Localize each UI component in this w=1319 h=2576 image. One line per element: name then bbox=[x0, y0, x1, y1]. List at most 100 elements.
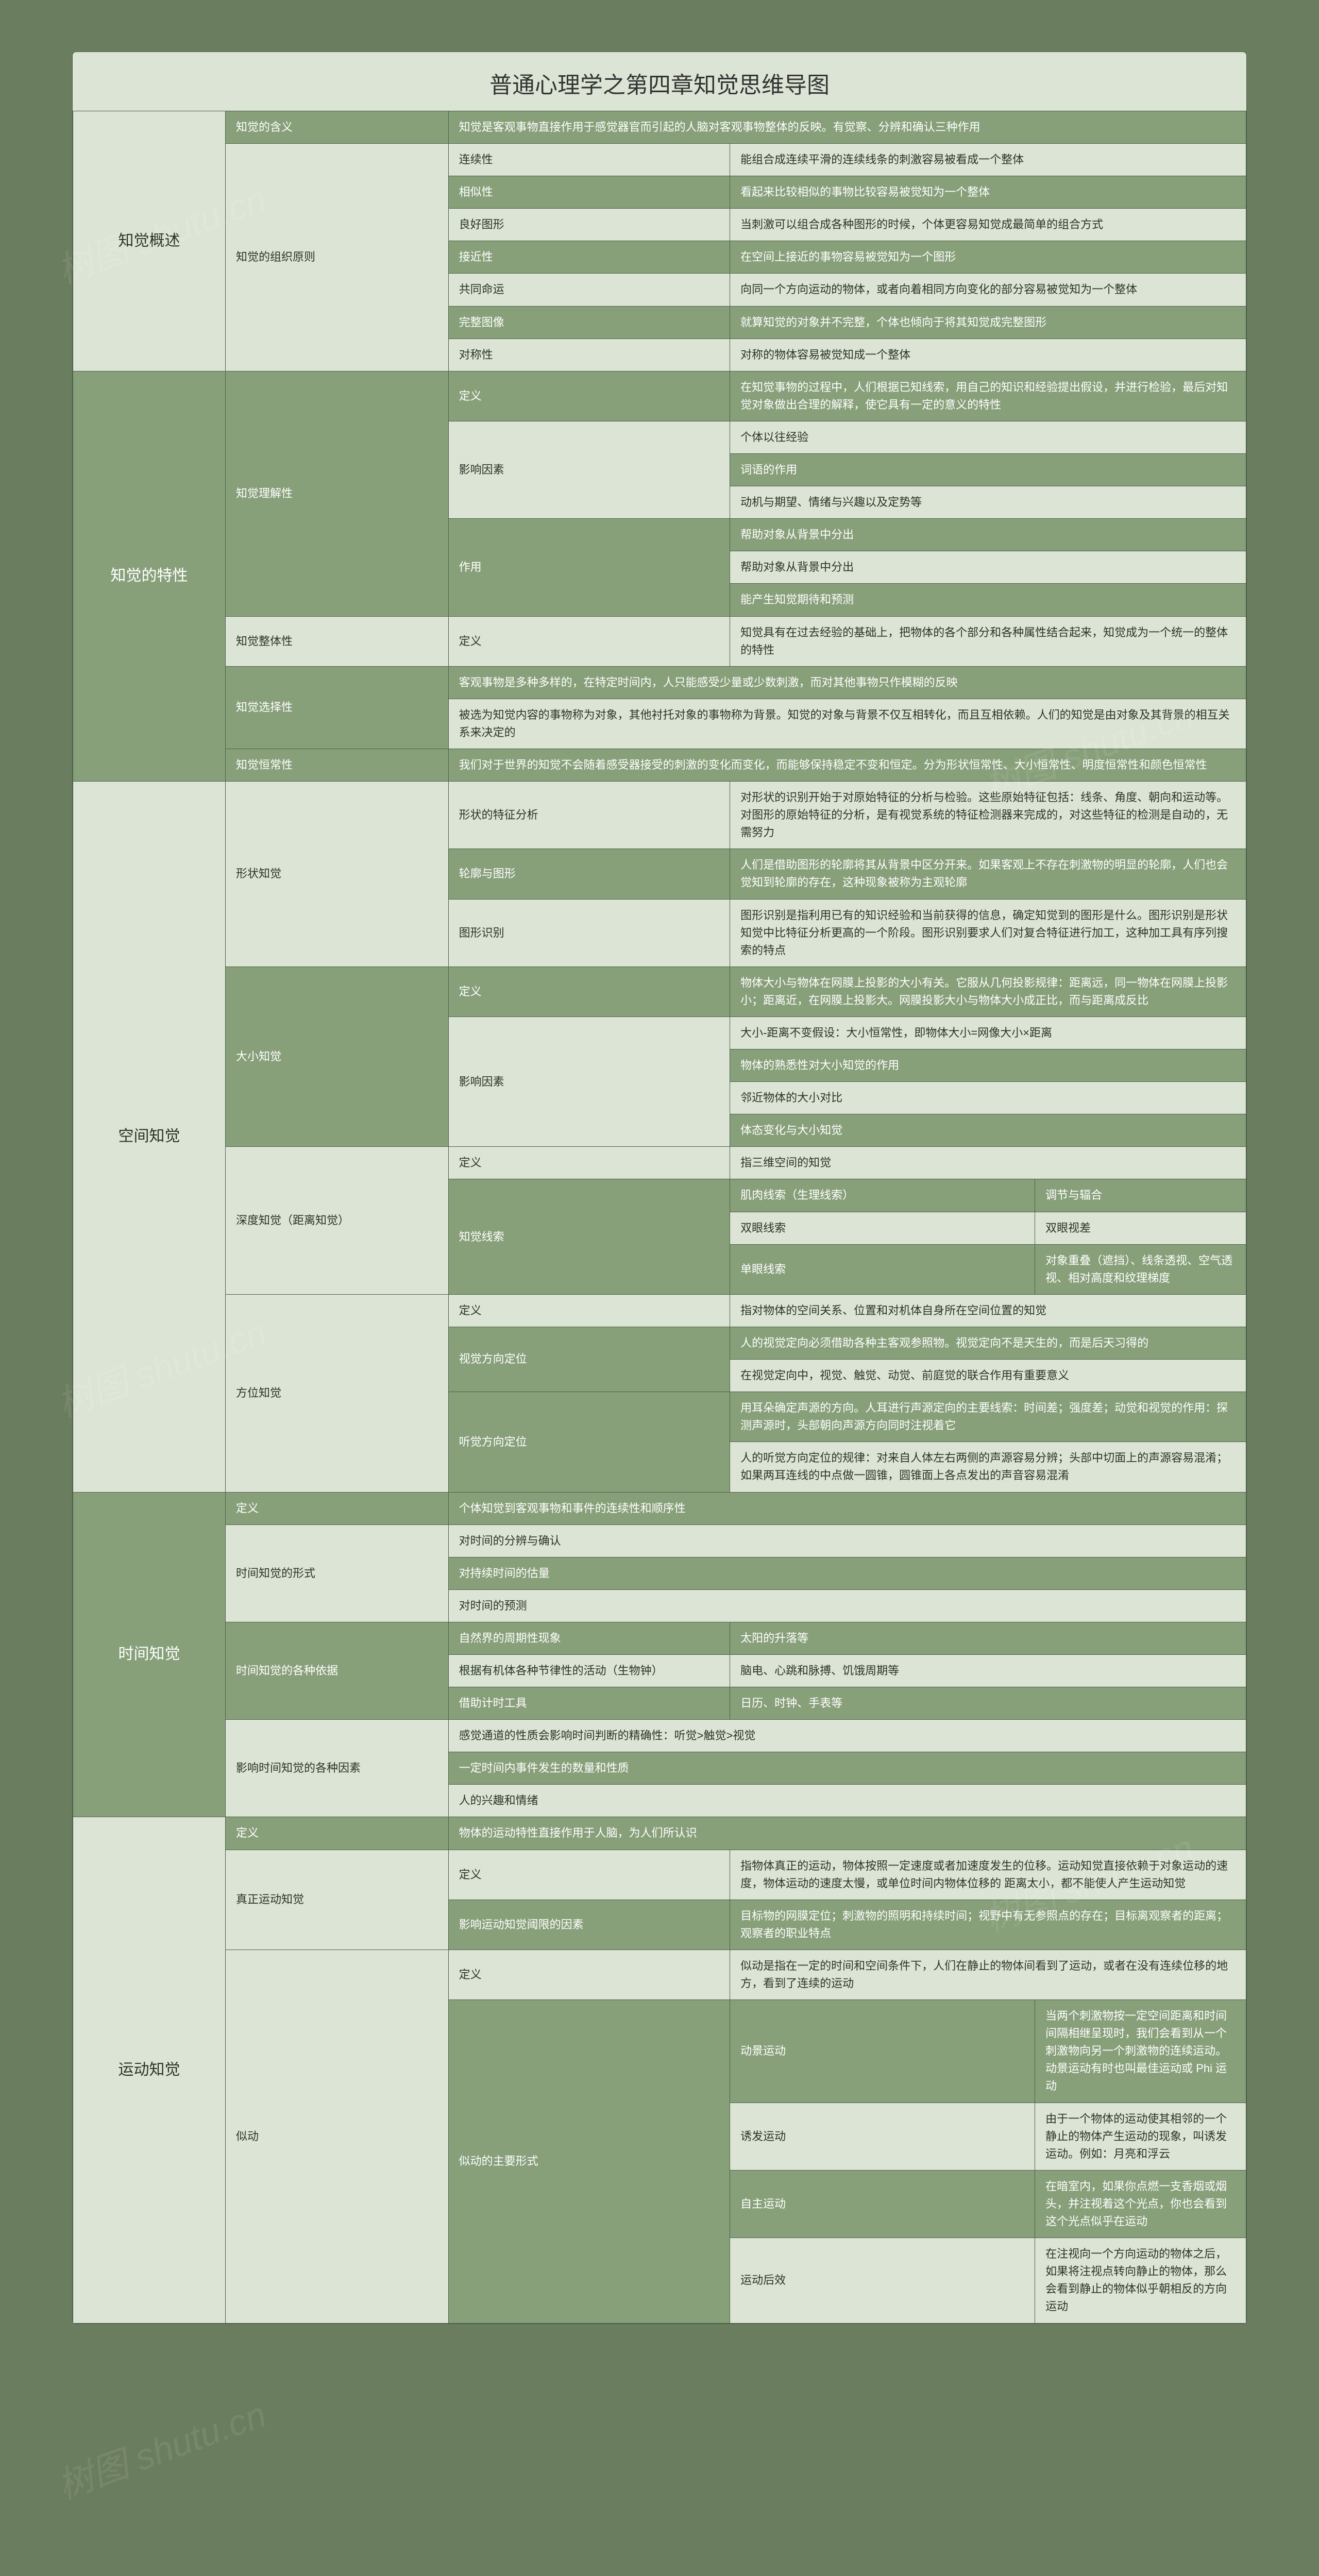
c: 看起来比较相似的事物比较容易被觉知为一个整体 bbox=[730, 176, 1246, 209]
c: 对称性 bbox=[448, 338, 730, 371]
c: 定义 bbox=[448, 1850, 730, 1900]
c: 深度知觉（距离知觉） bbox=[226, 1147, 449, 1294]
c: 知觉理解性 bbox=[226, 371, 449, 616]
c: 诱发运动 bbox=[730, 2103, 1035, 2170]
c: 定义 bbox=[448, 967, 730, 1016]
c: 感觉通道的性质会影响时间判断的精确性：听觉>触觉>视觉 bbox=[448, 1720, 1246, 1752]
c: 当刺激可以组合成各种图形的时候，个体更容易知觉成最简单的组合方式 bbox=[730, 209, 1246, 241]
s1-name: 知觉概述 bbox=[73, 111, 226, 371]
c: 单眼线索 bbox=[730, 1244, 1035, 1294]
watermark: 树图 shutu.cn bbox=[49, 2386, 273, 2510]
c: 对称的物体容易被觉知成一个整体 bbox=[730, 338, 1246, 371]
c: 个体以往经验 bbox=[730, 421, 1246, 453]
c: 物体大小与物体在网膜上投影的大小有关。它服从几何投影规律：距离远，同一物体在网膜… bbox=[730, 967, 1246, 1016]
mindmap-table: 知觉概述 知觉的含义 知觉是客观事物直接作用于感觉器官而引起的人脑对客观事物整体… bbox=[73, 111, 1246, 2324]
c: 人的兴趣和情绪 bbox=[448, 1785, 1246, 1817]
c: 物体的熟悉性对大小知觉的作用 bbox=[730, 1049, 1246, 1082]
c: 双眼线索 bbox=[730, 1212, 1035, 1244]
c: 指对物体的空间关系、位置和对机体自身所在空间位置的知觉 bbox=[730, 1294, 1246, 1327]
c: 日历、时钟、手表等 bbox=[730, 1687, 1246, 1720]
c: 定义 bbox=[448, 1147, 730, 1179]
c: 定义 bbox=[226, 1492, 449, 1524]
c: 真正运动知觉 bbox=[226, 1850, 449, 1950]
c: 帮助对象从背景中分出 bbox=[730, 551, 1246, 584]
c: 知觉的组织原则 bbox=[226, 144, 449, 371]
s4-name: 时间知觉 bbox=[73, 1492, 226, 1817]
c: 动机与期望、情绪与兴趣以及定势等 bbox=[730, 486, 1246, 519]
c: 借助计时工具 bbox=[448, 1687, 730, 1720]
c: 一定时间内事件发生的数量和性质 bbox=[448, 1752, 1246, 1785]
c: 物体的运动特性直接作用于人脑，为人们所认识 bbox=[448, 1817, 1246, 1850]
c: 形状的特征分析 bbox=[448, 782, 730, 849]
c: 自然界的周期性现象 bbox=[448, 1622, 730, 1654]
c: 知觉整体性 bbox=[226, 616, 449, 666]
c: 词语的作用 bbox=[730, 454, 1246, 486]
c: 目标物的网膜定位；刺激物的照明和持续时间；视野中有无参照点的存在；目标离观察者的… bbox=[730, 1900, 1246, 1950]
c: 图形识别是指利用已有的知识经验和当前获得的信息，确定知觉到的图形是什么。图形识别… bbox=[730, 899, 1246, 967]
c: 知觉的含义 bbox=[226, 111, 449, 144]
c: 在注视向一个方向运动的物体之后，如果将注视点转向静止的物体，那么会看到静止的物体… bbox=[1035, 2238, 1246, 2323]
c: 指物体真正的运动，物体按照一定速度或者加速度发生的位移。运动知觉直接依赖于对象运… bbox=[730, 1850, 1246, 1900]
c: 定义 bbox=[448, 1950, 730, 1999]
c: 运动后效 bbox=[730, 2238, 1035, 2323]
c: 能组合成连续平滑的连续线条的刺激容易被看成一个整体 bbox=[730, 144, 1246, 176]
c: 在空间上接近的事物容易被觉知为一个图形 bbox=[730, 241, 1246, 274]
c: 对象重叠（遮挡）、线条透视、空气透视、相对高度和纹理梯度 bbox=[1035, 1244, 1246, 1294]
c: 连续性 bbox=[448, 144, 730, 176]
c: 影响时间知觉的各种因素 bbox=[226, 1720, 449, 1817]
c: 大小知觉 bbox=[226, 967, 449, 1147]
c: 大小-距离不变假设：大小恒常性，即物体大小=网像大小×距离 bbox=[730, 1017, 1246, 1049]
c: 对时间的分辨与确认 bbox=[448, 1524, 1246, 1557]
c: 方位知觉 bbox=[226, 1294, 449, 1492]
c: 接近性 bbox=[448, 241, 730, 274]
s5-name: 运动知觉 bbox=[73, 1817, 226, 2323]
c: 太阳的升落等 bbox=[730, 1622, 1246, 1654]
c: 图形识别 bbox=[448, 899, 730, 967]
c: 定义 bbox=[448, 616, 730, 666]
c: 对时间的预测 bbox=[448, 1589, 1246, 1622]
c: 知觉线索 bbox=[448, 1179, 730, 1294]
c: 时间知觉的各种依据 bbox=[226, 1622, 449, 1719]
c: 指三维空间的知觉 bbox=[730, 1147, 1246, 1179]
c: 人的视觉定向必须借助各种主客观参照物。视觉定向不是天生的，而是后天习得的 bbox=[730, 1327, 1246, 1359]
c: 知觉具有在过去经验的基础上，把物体的各个部分和各种属性结合起来，知觉成为一个统一… bbox=[730, 616, 1246, 666]
c: 似动是指在一定的时间和空间条件下，人们在静止的物体间看到了运动，或者在没有连续位… bbox=[730, 1950, 1246, 1999]
c: 似动的主要形式 bbox=[448, 2000, 730, 2323]
c: 作用 bbox=[448, 519, 730, 616]
c: 知觉选择性 bbox=[226, 666, 449, 749]
c: 轮廓与图形 bbox=[448, 849, 730, 899]
c: 体态变化与大小知觉 bbox=[730, 1114, 1246, 1147]
c: 影响运动知觉阈限的因素 bbox=[448, 1900, 730, 1950]
s2-name: 知觉的特性 bbox=[73, 371, 226, 781]
page-title: 普通心理学之第四章知觉思维导图 bbox=[73, 52, 1246, 111]
s3-name: 空间知觉 bbox=[73, 782, 226, 1492]
c: 影响因素 bbox=[448, 421, 730, 518]
c: 影响因素 bbox=[448, 1017, 730, 1147]
c: 我们对于世界的知觉不会随着感受器接受的刺激的变化而变化，而能够保持稳定不变和恒定… bbox=[448, 749, 1246, 781]
c: 邻近物体的大小对比 bbox=[730, 1082, 1246, 1114]
c: 在暗室内，如果你点燃一支香烟或烟头，并注视着这个光点，你也会看到这个光点似乎在运… bbox=[1035, 2170, 1246, 2238]
c: 客观事物是多种多样的，在特定时间内，人只能感受少量或少数刺激，而对其他事物只作模… bbox=[448, 666, 1246, 699]
c: 就算知觉的对象并不完整，个体也倾向于将其知觉成完整图形 bbox=[730, 306, 1246, 338]
c: 根据有机体各种节律性的活动（生物钟） bbox=[448, 1654, 730, 1687]
c: 肌肉线索（生理线索） bbox=[730, 1179, 1035, 1212]
c: 视觉方向定位 bbox=[448, 1327, 730, 1392]
c: 调节与辐合 bbox=[1035, 1179, 1246, 1212]
c: 对形状的识别开始于对原始特征的分析与检验。这些原始特征包括：线条、角度、朝向和运… bbox=[730, 782, 1246, 849]
c: 听觉方向定位 bbox=[448, 1392, 730, 1492]
c: 在知觉事物的过程中，人们根据已知线索，用自己的知识和经验提出假设，并进行检验，最… bbox=[730, 371, 1246, 421]
c: 人们是借助图形的轮廓将其从背景中区分开来。如果客观上不存在刺激物的明显的轮廓，人… bbox=[730, 849, 1246, 899]
c: 用耳朵确定声源的方向。人耳进行声源定向的主要线索：时间差；强度差；动觉和视觉的作… bbox=[730, 1392, 1246, 1442]
c: 由于一个物体的运动使其相邻的一个静止的物体产生运动的现象，叫诱发运动。例如：月亮… bbox=[1035, 2103, 1246, 2170]
c: 向同一个方向运动的物体，或者向着相同方向变化的部分容易被觉知为一个整体 bbox=[730, 274, 1246, 306]
c: 定义 bbox=[448, 1294, 730, 1327]
c: 相似性 bbox=[448, 176, 730, 209]
c: 动景运动 bbox=[730, 2000, 1035, 2103]
c: 良好图形 bbox=[448, 209, 730, 241]
c: 似动 bbox=[226, 1950, 449, 2323]
c: 双眼视差 bbox=[1035, 1212, 1246, 1244]
c: 时间知觉的形式 bbox=[226, 1524, 449, 1622]
c: 对持续时间的估量 bbox=[448, 1557, 1246, 1589]
c: 脑电、心跳和脉搏、饥饿周期等 bbox=[730, 1654, 1246, 1687]
c: 在视觉定向中，视觉、触觉、动觉、前庭觉的联合作用有重要意义 bbox=[730, 1360, 1246, 1392]
